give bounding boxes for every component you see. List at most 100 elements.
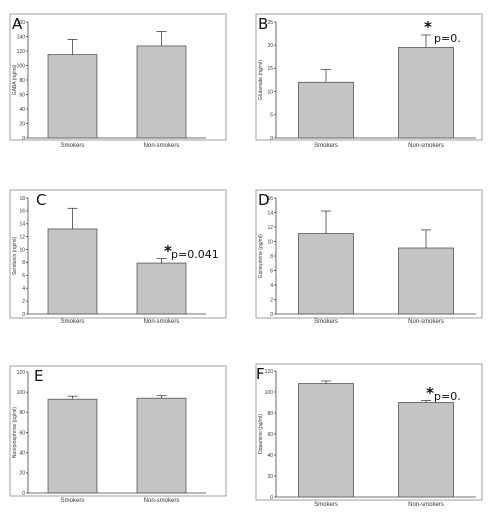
y-tick-label: 80	[267, 411, 273, 417]
y-tick-label: 18	[19, 196, 25, 202]
panel-c: 0 2 4 6 8 10 12 14 16 18 Serotonin (ng/ml) Smokers N…	[9, 189, 227, 325]
y-tick-label: 16	[267, 196, 273, 202]
x-category-label: Smokers	[314, 143, 338, 149]
bar	[398, 402, 454, 498]
panel-d: 0 2 4 6 8 10 12 14 16 Epinephrine (pg/ml) Smokers N…	[255, 189, 483, 325]
bar	[398, 247, 454, 315]
panel-e: 0 20 40 60 80 100 120 Norepinephrine (pg/ml) Smo…	[9, 365, 227, 504]
y-tick-label: 15	[267, 66, 273, 72]
y-tick-label: 5	[270, 113, 273, 119]
y-tick-label: 10	[19, 247, 25, 253]
p-value-label: p=0.041	[171, 248, 219, 261]
bar	[298, 383, 354, 498]
y-tick-label: 40	[267, 453, 273, 459]
y-axis-label: Serotonin (ng/ml)	[12, 236, 18, 275]
panel-letter: F	[256, 365, 265, 383]
y-tick-label: 14	[267, 210, 273, 216]
significance-star: *	[164, 242, 172, 260]
bar	[298, 233, 354, 315]
y-tick-label: 60	[19, 92, 25, 98]
x-category-label: Smokers	[61, 143, 85, 149]
x-category-label: Non-smokers	[408, 319, 444, 325]
y-axis-label: Glutamate (ng/ml)	[258, 60, 264, 100]
y-tick-label: 40	[19, 450, 25, 456]
panel-letter: B	[258, 15, 268, 33]
y-tick-label: 120	[17, 370, 26, 376]
x-category-label: Non-smokers	[408, 143, 444, 149]
y-tick-label: 100	[265, 390, 274, 396]
y-tick-label: 6	[270, 268, 273, 274]
y-tick-label: 0	[22, 136, 25, 142]
y-tick-label: 6	[22, 273, 25, 279]
y-tick-label: 20	[19, 471, 25, 477]
significance-star: *	[426, 384, 434, 402]
significance-star: *	[424, 18, 432, 36]
y-tick-label: 8	[22, 260, 25, 266]
y-axis-label: Epinephrine (pg/ml)	[258, 234, 264, 278]
x-category-label: Non-smokers	[408, 502, 444, 508]
y-tick-label: 140	[17, 34, 26, 40]
y-tick-label: 0	[270, 495, 273, 501]
x-category-label: Smokers	[61, 498, 85, 504]
x-category-label: Non-smokers	[144, 498, 180, 504]
y-tick-label: 2	[22, 299, 25, 305]
x-category-label: Smokers	[61, 319, 85, 325]
bar	[136, 397, 187, 494]
y-tick-label: 120	[265, 369, 274, 375]
y-tick-label: 20	[19, 121, 25, 127]
y-tick-label: 14	[19, 222, 25, 228]
y-tick-label: 100	[17, 390, 26, 396]
panel-letter: A	[12, 15, 23, 33]
y-tick-label: 16	[19, 209, 25, 215]
p-value-label: p=0.	[434, 390, 461, 403]
y-tick-label: 25	[267, 20, 273, 26]
bar	[47, 398, 98, 494]
bar	[136, 262, 187, 315]
panel-letter: D	[258, 191, 270, 209]
y-tick-label: 4	[270, 283, 273, 289]
bar	[47, 228, 98, 315]
panel-frame	[9, 13, 227, 141]
y-tick-label: 10	[267, 239, 273, 245]
y-tick-label: 60	[267, 432, 273, 438]
y-tick-label: 4	[22, 286, 25, 292]
y-tick-label: 20	[267, 43, 273, 49]
y-tick-label: 120	[17, 49, 26, 55]
y-axis-label: Norepinephrine (pg/ml)	[12, 407, 18, 458]
y-tick-label: 160	[17, 20, 26, 26]
y-tick-label: 40	[19, 107, 25, 113]
x-category-label: Smokers	[314, 502, 338, 508]
x-category-label: Smokers	[314, 319, 338, 325]
y-tick-label: 80	[19, 410, 25, 416]
y-tick-label: 0	[270, 136, 273, 142]
y-tick-label: 12	[267, 225, 273, 231]
y-tick-label: 10	[267, 89, 273, 95]
panel-f: 0 20 40 60 80 100 120 Dopamine (pg/ml) Smokers No…	[255, 363, 483, 508]
panel-frame	[9, 365, 227, 497]
bar	[136, 45, 187, 139]
bar	[398, 47, 454, 139]
y-tick-label: 12	[19, 234, 25, 240]
y-tick-label: 80	[19, 78, 25, 84]
panel-b: 0 5 10 15 20 25 Glutamate (ng/ml) Smokers Non-sm…	[255, 13, 483, 149]
panel-a: 0 20 40 60 80 100 120 140 160 GABA (ng/ml) Smokers…	[9, 13, 227, 149]
y-axis-label: GABA (ng/ml)	[12, 64, 18, 95]
bar	[47, 54, 98, 139]
panel-letter: C	[36, 191, 46, 209]
panel-letter: E	[34, 367, 43, 385]
y-tick-label: 8	[270, 254, 273, 260]
bar	[298, 81, 354, 139]
y-tick-label: 20	[267, 474, 273, 480]
y-tick-label: 0	[270, 312, 273, 318]
x-category-label: Non-smokers	[144, 143, 180, 149]
panel-frame	[9, 189, 227, 319]
y-tick-label: 60	[19, 430, 25, 436]
p-value-label: p=0.	[434, 32, 461, 45]
x-category-label: Non-smokers	[144, 319, 180, 325]
y-tick-label: 0	[22, 312, 25, 318]
y-tick-label: 0	[22, 491, 25, 497]
y-tick-label: 2	[270, 297, 273, 303]
y-axis-label: Dopamine (pg/ml)	[258, 414, 264, 454]
y-tick-label: 100	[17, 63, 26, 69]
